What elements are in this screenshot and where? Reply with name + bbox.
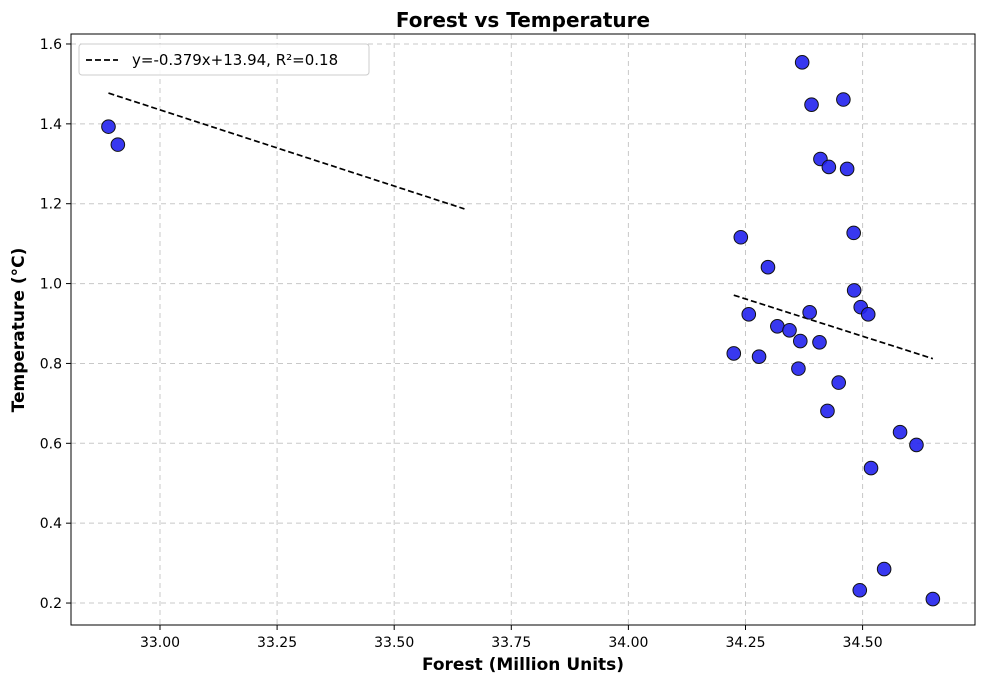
x-tick-label: 33.75 (491, 635, 531, 651)
x-tick-label: 34.00 (608, 635, 648, 651)
scatter-point (892, 424, 908, 440)
scatter-point (876, 561, 892, 577)
scatter-point (820, 403, 835, 419)
scatter-point (804, 97, 819, 112)
scatter-point (863, 460, 879, 476)
x-tick-label: 34.25 (725, 635, 765, 651)
x-axis-label: Forest (Million Units) (422, 655, 624, 675)
x-tick-label: 33.25 (257, 635, 297, 651)
scatter-point (726, 346, 742, 361)
trendline-segment (108, 92, 465, 210)
y-axis-ticks: 0.2 0.4 0.6 0.8 1.0 1.2 1.4 1.6 (40, 37, 71, 612)
scatter-point (770, 319, 785, 334)
scatter-point (733, 229, 749, 245)
scatter-point (839, 161, 855, 177)
scatter-point (751, 349, 767, 364)
scatter-point (846, 225, 861, 241)
y-axis-label: Temperature (°C) (9, 248, 29, 413)
scatter-point (791, 361, 806, 376)
legend-box (78, 43, 370, 76)
y-tick-label: 1.0 (40, 277, 62, 293)
scatter-point (792, 333, 808, 349)
trendline-segment (733, 294, 934, 360)
legend-label: y=-0.379x+13.94, R²=0.18 (132, 51, 338, 69)
x-axis-ticks: 33.00 33.25 33.50 33.75 34.00 34.25 34.50 (140, 625, 883, 651)
y-tick-label: 0.8 (40, 356, 62, 372)
y-tick-label: 0.6 (40, 436, 62, 452)
grid-lines (71, 34, 975, 625)
scatter-point (760, 259, 776, 275)
scatter-point (794, 55, 810, 70)
y-tick-label: 1.4 (40, 117, 62, 133)
scatter-point (812, 334, 827, 350)
scatter-point (909, 437, 924, 453)
scatter-point (782, 322, 797, 338)
y-tick-label: 1.6 (40, 37, 62, 53)
scatter-point (802, 305, 817, 320)
scatter-point (831, 375, 846, 390)
plot-frame (70, 33, 976, 626)
x-tick-label: 33.50 (374, 635, 414, 651)
y-tick-label: 0.2 (40, 596, 62, 612)
scatter-point (860, 307, 876, 322)
scatter-point (101, 119, 116, 134)
scatter-point (925, 591, 941, 607)
y-tick-label: 1.2 (40, 197, 62, 213)
scatter-point (846, 283, 862, 298)
x-tick-label: 33.00 (140, 635, 180, 651)
scatter-point (836, 92, 851, 107)
y-tick-label: 0.4 (40, 516, 62, 532)
scatter-point (821, 159, 837, 175)
legend: y=-0.379x+13.94, R²=0.18 (78, 43, 370, 76)
data-points (101, 55, 941, 607)
scatter-point (741, 307, 757, 322)
trendline (108, 92, 934, 360)
scatter-point (110, 137, 126, 152)
scatter-point (852, 582, 868, 598)
x-tick-label: 34.50 (843, 635, 883, 651)
chart-title: Forest vs Temperature (396, 8, 650, 32)
